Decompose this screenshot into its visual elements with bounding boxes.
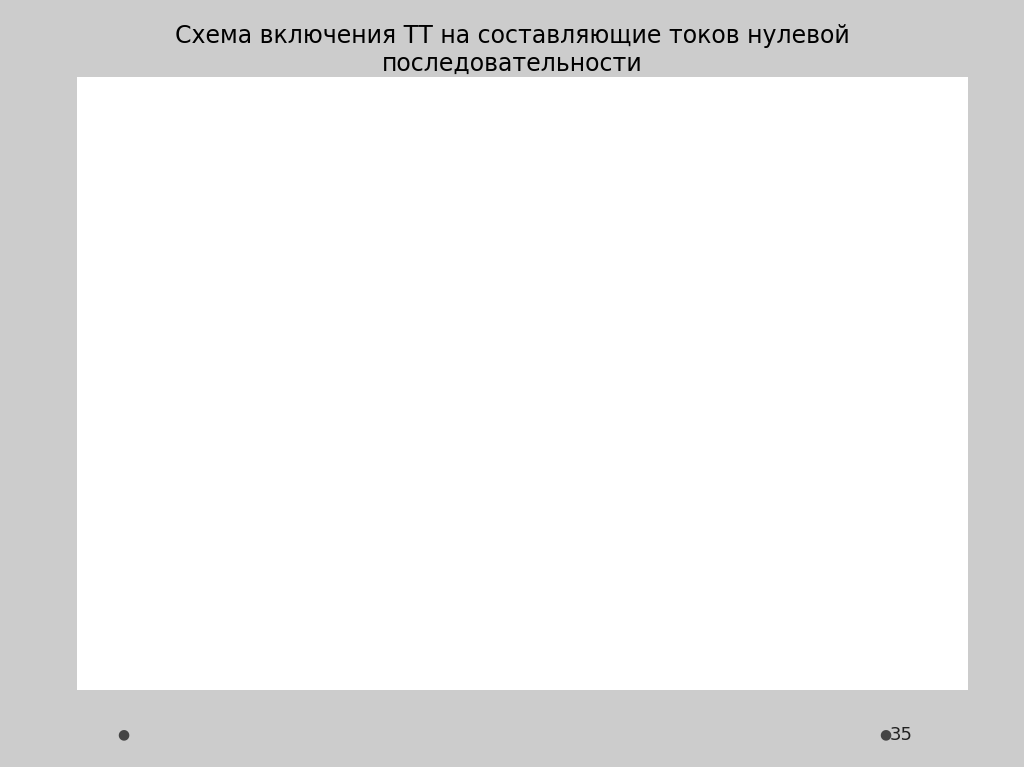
- Polygon shape: [285, 418, 314, 439]
- Circle shape: [518, 292, 526, 301]
- Circle shape: [401, 330, 465, 394]
- Text: K: K: [286, 307, 308, 331]
- Polygon shape: [551, 311, 583, 339]
- Circle shape: [610, 428, 625, 443]
- Polygon shape: [535, 288, 565, 319]
- Circle shape: [315, 350, 324, 358]
- Circle shape: [379, 515, 388, 525]
- Circle shape: [402, 525, 411, 533]
- Text: ●: ●: [117, 728, 129, 742]
- Polygon shape: [516, 502, 545, 534]
- Polygon shape: [391, 246, 414, 277]
- Polygon shape: [446, 532, 465, 561]
- Polygon shape: [340, 502, 370, 534]
- Polygon shape: [570, 365, 601, 386]
- Circle shape: [561, 446, 569, 454]
- Polygon shape: [562, 337, 594, 362]
- Circle shape: [426, 266, 434, 275]
- Polygon shape: [446, 242, 465, 272]
- Bar: [682, 316, 774, 374]
- Polygon shape: [471, 527, 494, 558]
- Polygon shape: [283, 394, 310, 410]
- Polygon shape: [319, 485, 350, 515]
- Polygon shape: [516, 270, 545, 301]
- Text: Схема включения ТТ на составляющие токов нулевой
последовательности: Схема включения ТТ на составляющие токов…: [175, 24, 849, 76]
- Circle shape: [536, 486, 545, 495]
- Circle shape: [379, 279, 388, 288]
- Circle shape: [411, 339, 456, 385]
- Circle shape: [358, 292, 368, 301]
- Polygon shape: [495, 516, 521, 548]
- Circle shape: [610, 373, 625, 388]
- Text: КА: КА: [715, 288, 760, 313]
- Circle shape: [308, 374, 317, 382]
- Circle shape: [306, 397, 314, 407]
- Polygon shape: [570, 418, 601, 439]
- Circle shape: [341, 309, 349, 318]
- Text: ●: ●: [879, 728, 891, 742]
- Polygon shape: [391, 527, 414, 558]
- Polygon shape: [420, 532, 438, 561]
- Polygon shape: [551, 465, 583, 492]
- Polygon shape: [291, 337, 323, 362]
- Circle shape: [550, 328, 559, 337]
- Polygon shape: [495, 255, 521, 288]
- Circle shape: [447, 400, 493, 446]
- Circle shape: [497, 279, 506, 288]
- Circle shape: [402, 271, 411, 279]
- Polygon shape: [303, 311, 335, 339]
- Circle shape: [315, 446, 324, 454]
- Text: $w_2$: $w_2$: [593, 239, 622, 258]
- Polygon shape: [291, 442, 323, 467]
- Circle shape: [308, 422, 317, 430]
- Circle shape: [474, 271, 483, 279]
- Circle shape: [426, 529, 434, 538]
- Polygon shape: [365, 516, 391, 548]
- Polygon shape: [285, 365, 314, 386]
- Polygon shape: [562, 442, 594, 467]
- Circle shape: [550, 467, 559, 476]
- Circle shape: [451, 266, 459, 275]
- Circle shape: [341, 486, 349, 495]
- Circle shape: [570, 397, 579, 407]
- Polygon shape: [303, 465, 335, 492]
- Circle shape: [438, 391, 502, 456]
- Text: M: M: [334, 229, 361, 252]
- Circle shape: [358, 503, 368, 512]
- Circle shape: [451, 529, 459, 538]
- Circle shape: [374, 400, 419, 446]
- Polygon shape: [535, 485, 565, 515]
- Circle shape: [568, 422, 577, 430]
- Polygon shape: [365, 255, 391, 288]
- Circle shape: [497, 515, 506, 525]
- Circle shape: [568, 374, 577, 382]
- Polygon shape: [420, 242, 438, 272]
- Circle shape: [536, 309, 545, 318]
- Circle shape: [381, 341, 504, 463]
- Circle shape: [326, 328, 335, 337]
- Circle shape: [365, 391, 428, 456]
- Circle shape: [326, 467, 335, 476]
- Circle shape: [474, 525, 483, 533]
- Polygon shape: [574, 394, 602, 410]
- Text: 35: 35: [890, 726, 912, 744]
- Circle shape: [518, 503, 526, 512]
- Circle shape: [310, 270, 574, 534]
- Polygon shape: [471, 246, 494, 277]
- Polygon shape: [340, 270, 370, 301]
- Circle shape: [561, 350, 569, 358]
- Circle shape: [347, 307, 538, 497]
- Polygon shape: [319, 288, 350, 319]
